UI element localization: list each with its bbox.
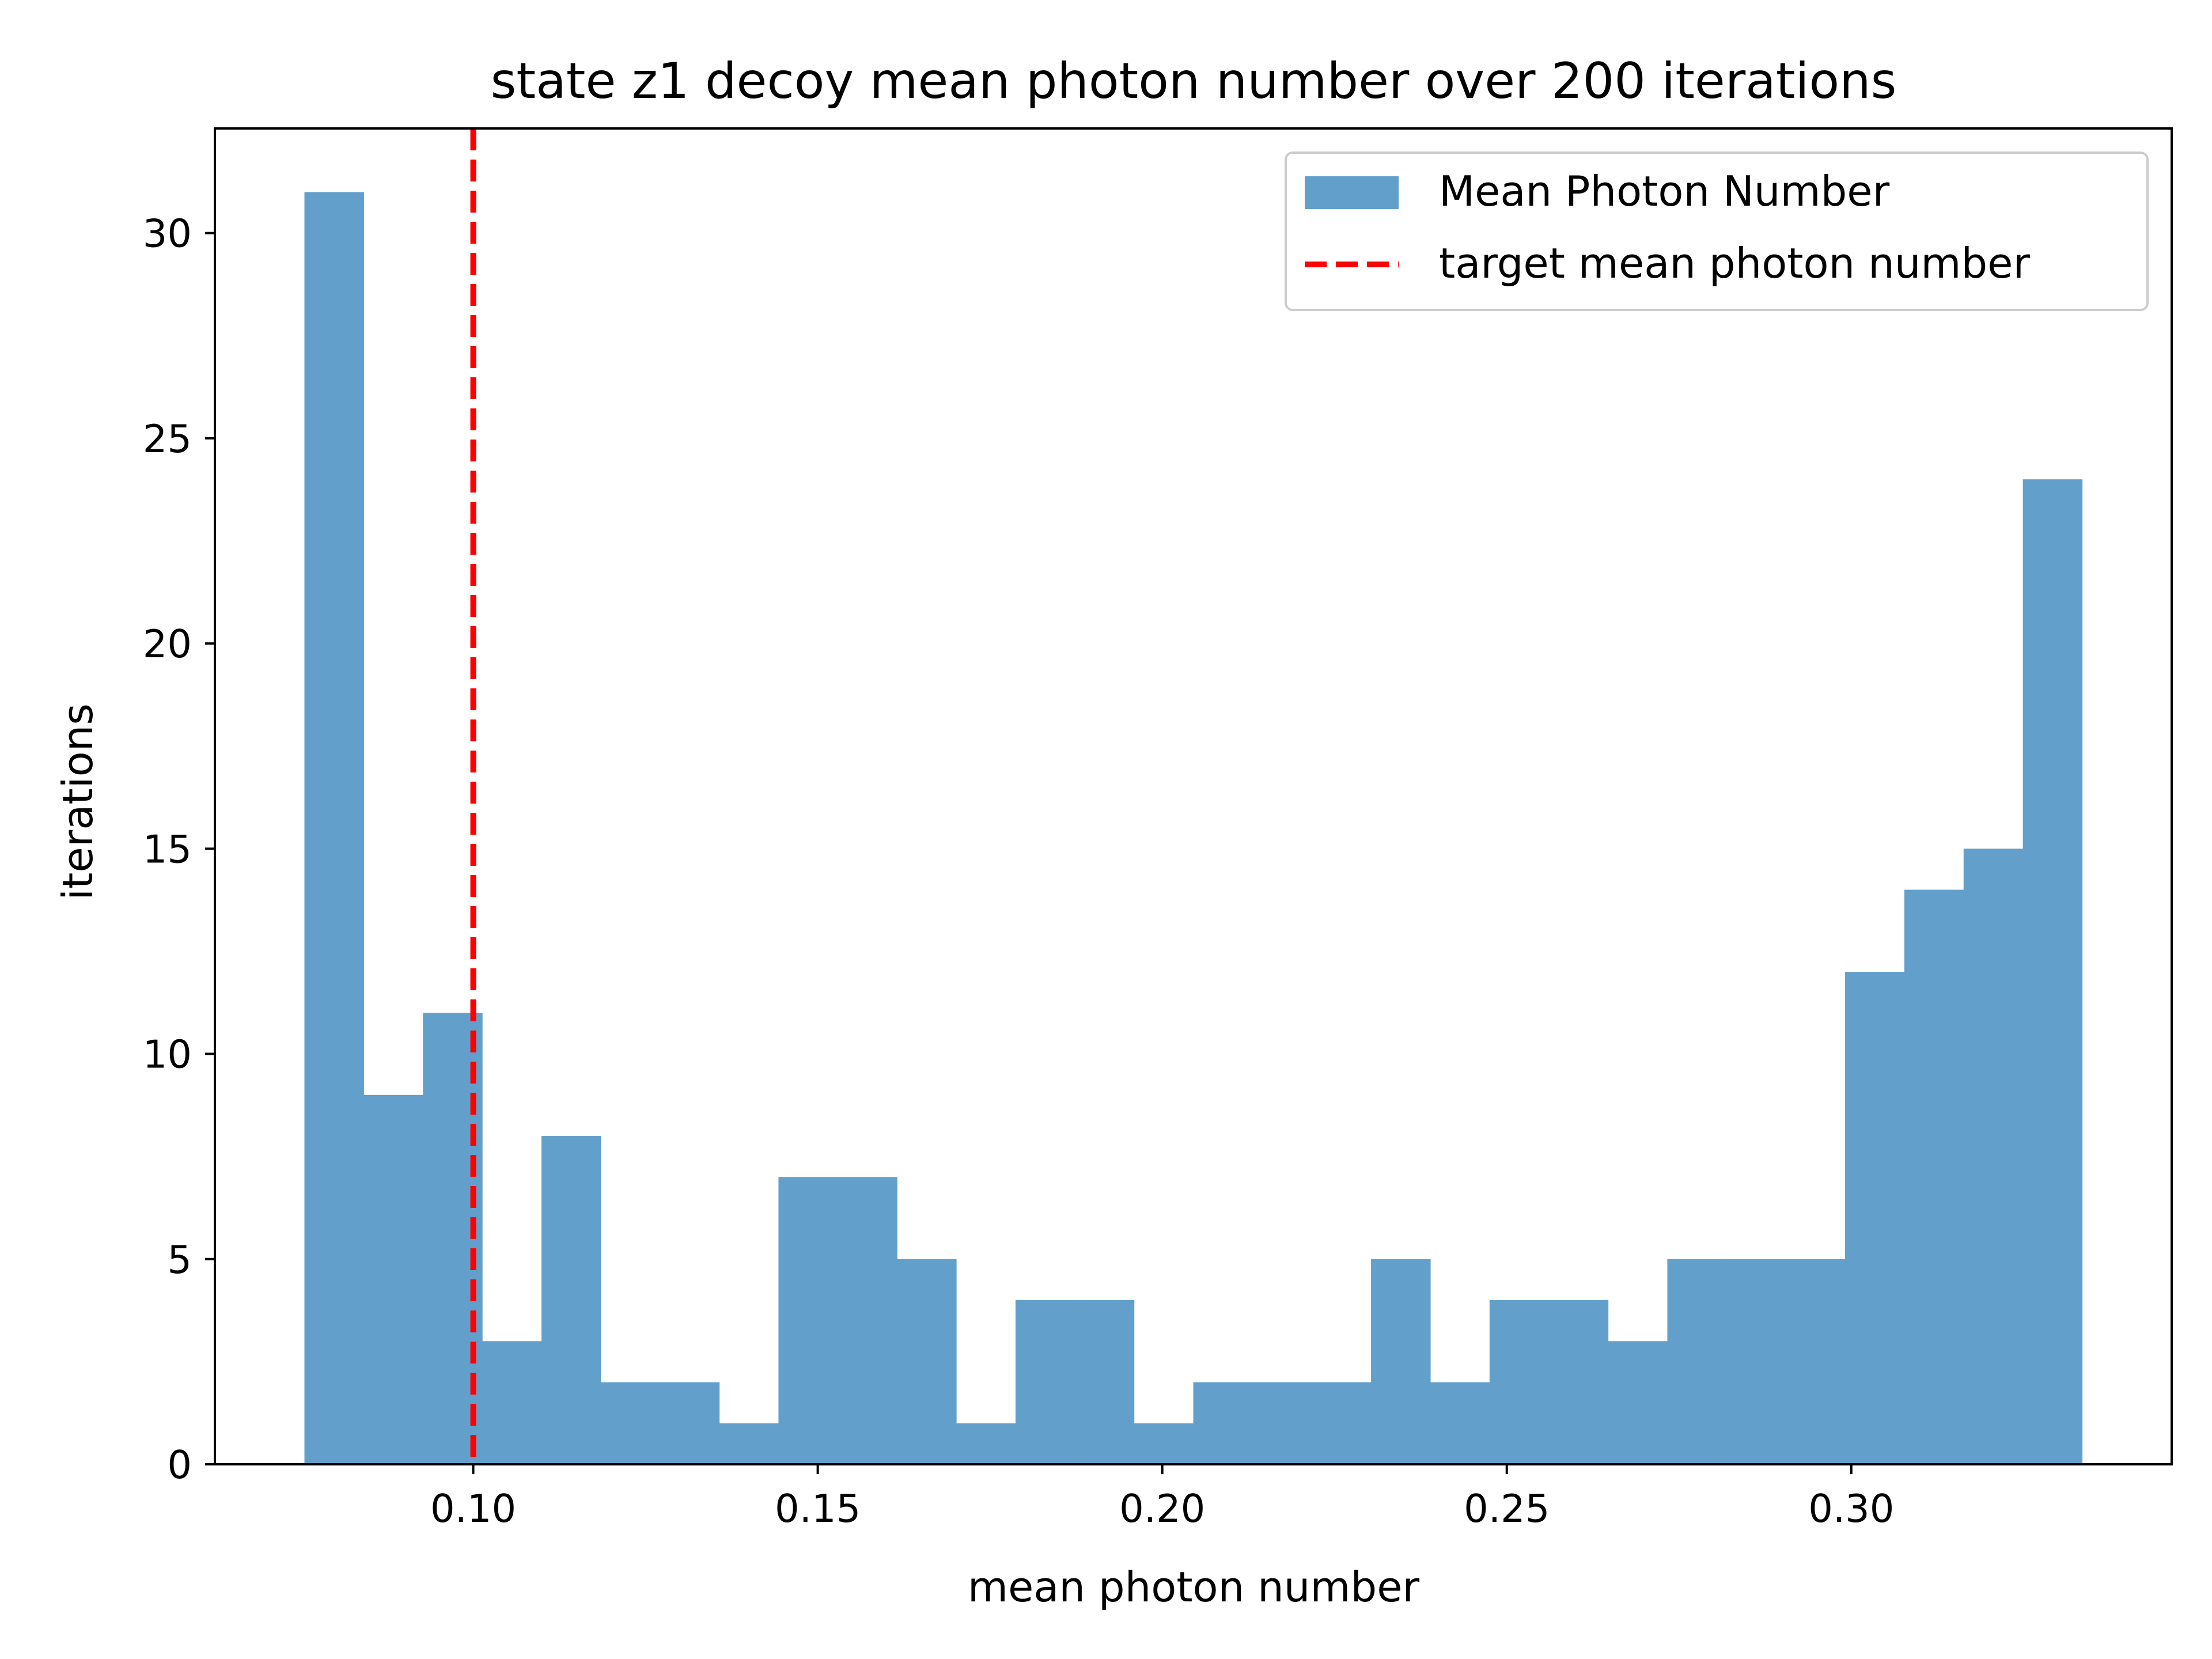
histogram-bar xyxy=(1015,1300,1075,1464)
histogram-bar xyxy=(2022,479,2083,1465)
histogram-bar xyxy=(719,1423,779,1464)
histogram-bar xyxy=(1904,889,1964,1464)
histogram-bar xyxy=(1312,1382,1372,1464)
x-tick-label: 0.30 xyxy=(1808,1486,1894,1531)
histogram-bar xyxy=(1608,1341,1668,1464)
histogram-bar xyxy=(1845,972,1905,1464)
plot-frame xyxy=(214,127,2173,1465)
bars-layer xyxy=(304,192,2083,1465)
histogram-bar xyxy=(1252,1382,1312,1464)
histogram-bar xyxy=(1430,1382,1490,1464)
y-tick-label: 5 xyxy=(167,1237,192,1282)
x-tick-label: 0.10 xyxy=(430,1486,516,1531)
histogram-bar xyxy=(778,1177,838,1464)
histogram-bar xyxy=(1726,1259,1786,1464)
histogram-bar xyxy=(1371,1259,1431,1464)
histogram-bar xyxy=(1786,1259,1846,1464)
y-axis-ticks: 0 5 10 15 20 25 30 xyxy=(143,211,215,1487)
x-axis-ticks: 0.10 0.15 0.20 0.25 0.30 xyxy=(430,1464,1894,1531)
legend-swatch-bars xyxy=(1305,176,1399,209)
histogram-bar xyxy=(1134,1423,1194,1464)
histogram-bar xyxy=(363,1094,423,1464)
x-tick-label: 0.20 xyxy=(1119,1486,1205,1531)
y-axis-label: iterations xyxy=(54,703,102,900)
y-tick-label: 0 xyxy=(167,1442,192,1487)
histogram-bar xyxy=(600,1382,661,1464)
histogram-bar xyxy=(482,1341,542,1464)
histogram-bar xyxy=(304,192,364,1465)
y-tick-label: 30 xyxy=(143,211,192,256)
histogram-bar xyxy=(838,1177,897,1464)
histogram-bar xyxy=(1074,1300,1135,1464)
histogram-bar xyxy=(897,1259,957,1464)
x-tick-label: 0.25 xyxy=(1464,1486,1550,1531)
y-tick-label: 25 xyxy=(143,416,192,461)
histogram-bar xyxy=(956,1423,1016,1464)
histogram-bar xyxy=(1193,1382,1253,1464)
x-tick-label: 0.15 xyxy=(775,1486,861,1531)
x-axis-label: mean photon number xyxy=(968,1563,1420,1611)
y-tick-label: 10 xyxy=(143,1032,192,1077)
histogram-bar xyxy=(1963,849,2024,1464)
legend-box xyxy=(1285,151,2149,311)
chart-title: state z1 decoy mean photon number over 2… xyxy=(491,52,1897,110)
histogram-bar xyxy=(1667,1259,1727,1464)
legend: Mean Photon Number target mean photon nu… xyxy=(1285,151,2149,311)
legend-label-line: target mean photon number xyxy=(1439,239,2030,287)
histogram-bar xyxy=(1548,1300,1609,1464)
legend-label-bars: Mean Photon Number xyxy=(1439,167,1890,215)
histogram-bar xyxy=(1489,1300,1550,1464)
histogram-bar xyxy=(660,1382,720,1464)
y-tick-label: 15 xyxy=(143,827,192,872)
histogram-bar xyxy=(541,1136,601,1464)
y-tick-label: 20 xyxy=(143,622,192,666)
